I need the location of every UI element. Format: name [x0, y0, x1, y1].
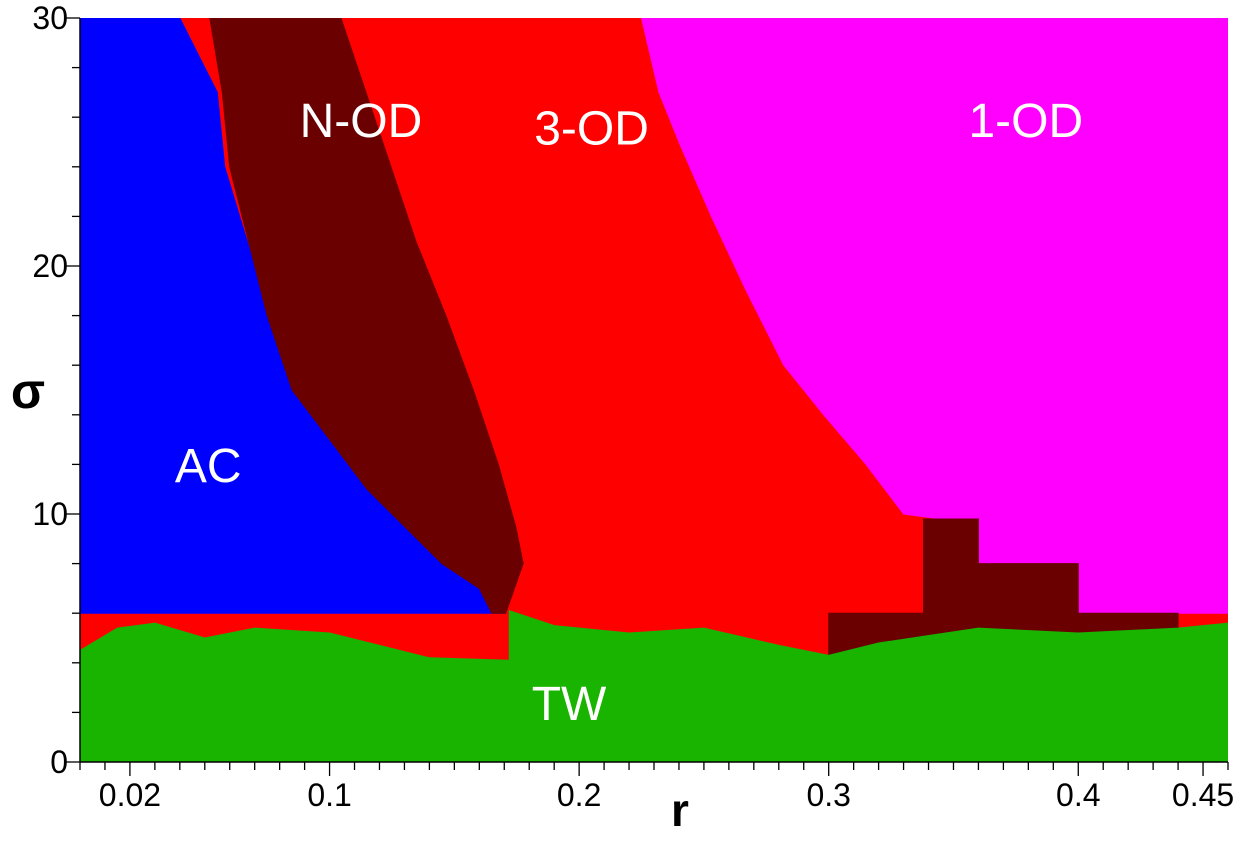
region-label-ac: AC	[175, 440, 242, 493]
y-tick-label: 10	[32, 496, 68, 532]
x-tick-label: 0.1	[307, 777, 351, 813]
region-n-od-4	[828, 518, 1179, 664]
region-label-n-od: N-OD	[300, 95, 423, 148]
x-tick-label: 0.45	[1172, 777, 1234, 813]
regions-layer	[80, 18, 1228, 762]
y-tick-label: 0	[50, 744, 68, 780]
region-tw-5	[80, 610, 1228, 762]
region-label-3-od: 3-OD	[534, 102, 649, 155]
x-axis-label: r	[671, 784, 689, 836]
region-label-1-od: 1-OD	[968, 95, 1083, 148]
y-tick-label: 30	[32, 0, 68, 36]
y-tick-label: 20	[32, 248, 68, 284]
region-labels-layer: AC N-OD 3-OD 1-OD TW	[175, 95, 1083, 731]
axes-layer: 0 10 20 30 0.02 0.1 0.2 0.3 0.4 0.45	[32, 0, 1234, 813]
x-tick-label: 0.4	[1056, 777, 1100, 813]
x-tick-label: 0.2	[557, 777, 601, 813]
x-tick-label: 0.02	[99, 777, 161, 813]
y-axis-label: σ	[11, 363, 45, 419]
region-label-tw: TW	[532, 678, 607, 731]
x-tick-label: 0.3	[806, 777, 850, 813]
